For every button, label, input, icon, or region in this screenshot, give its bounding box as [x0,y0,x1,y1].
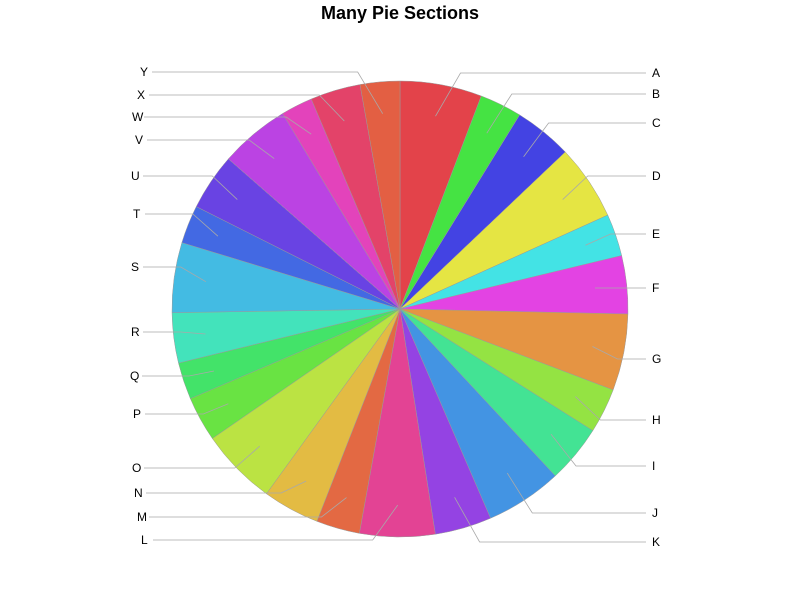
slice-label-b: B [652,87,660,101]
slice-label-l: L [141,533,148,547]
leader-line-p [145,403,229,415]
slice-label-n: N [134,486,143,500]
slice-label-g: G [652,352,661,366]
pie-slice-y [359,80,401,310]
leader-line-j [506,472,646,514]
leader-line-d [562,175,646,200]
slice-label-t: T [133,207,141,221]
slice-label-q: Q [130,369,139,383]
leader-line-a [435,72,646,117]
slice-label-j: J [652,506,658,520]
slice-label-m: M [137,510,147,524]
leader-line-x [149,94,345,122]
leader-line-w [144,116,312,135]
slice-label-c: C [652,116,661,130]
slice-label-s: S [131,260,139,274]
leader-line-c [523,122,646,158]
slice-label-a: A [652,66,660,80]
leader-line-r [143,331,206,335]
slice-label-p: P [133,407,141,421]
leader-line-k [454,497,646,543]
leader-line-o [144,445,261,469]
leader-line-h [575,396,646,421]
slice-label-x: X [137,88,145,102]
leader-line-v [147,139,275,159]
leader-line-s [143,266,207,283]
leader-line-l [153,504,399,541]
slice-label-r: R [131,325,140,339]
leader-line-g [592,346,646,360]
slice-label-y: Y [140,65,148,79]
leader-line-m [149,497,347,518]
slice-label-e: E [652,227,660,241]
chart-title: Many Pie Sections [320,3,480,23]
slice-label-w: W [132,110,144,124]
slice-label-v: V [135,133,143,147]
leader-line-t [145,213,219,237]
leader-line-b [486,93,646,134]
leader-line-y [152,71,384,114]
slice-label-o: O [132,461,141,475]
leader-line-n [146,480,307,494]
slice-label-i: I [652,459,655,473]
leader-line-i [550,433,646,467]
pie-slices [171,80,629,538]
leader-line-u [143,175,238,200]
slice-label-u: U [131,169,140,183]
leader-lines [142,71,646,543]
leader-line-e [585,233,646,246]
slice-label-h: H [652,413,661,427]
leader-line-q [142,370,215,377]
slice-label-d: D [652,169,661,183]
slice-label-k: K [652,535,660,549]
slice-label-f: F [652,281,659,295]
